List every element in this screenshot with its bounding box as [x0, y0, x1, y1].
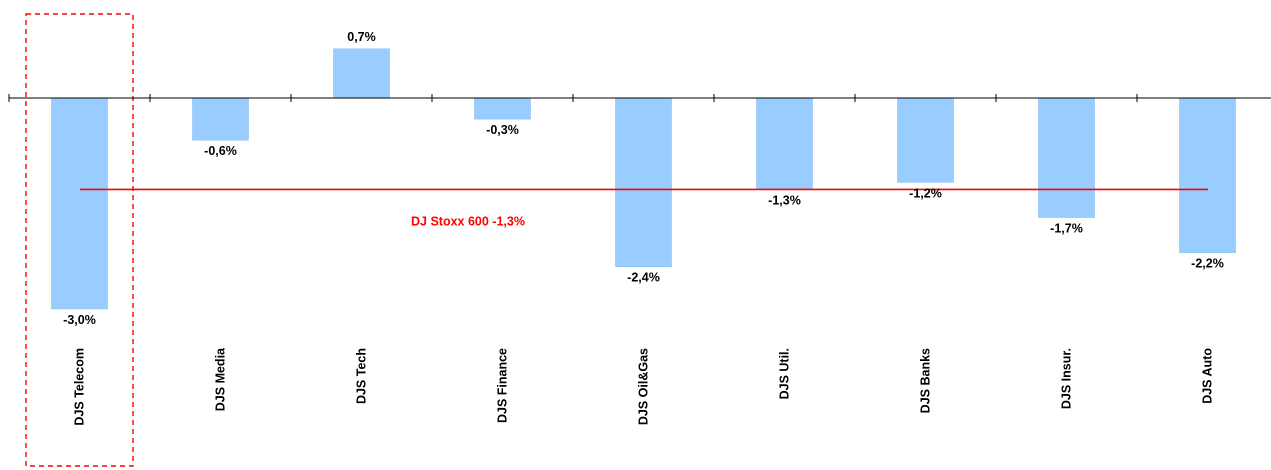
data-label: -2,2%	[1191, 257, 1224, 271]
category-label: DJS Tech	[355, 348, 369, 404]
bars-layer	[51, 48, 1236, 310]
bar	[1179, 97, 1236, 253]
data-label: -1,7%	[1050, 222, 1083, 236]
bar	[192, 97, 249, 141]
category-label: DJS Util.	[778, 348, 792, 399]
bar	[615, 97, 672, 268]
data-label: -3,0%	[63, 313, 96, 327]
axis-layer	[8, 94, 1271, 102]
bar	[897, 97, 954, 183]
bar	[756, 97, 813, 190]
category-label: DJS Insur.	[1060, 348, 1074, 409]
labels-layer: -3,0% DJS Telecom -0,6% DJS Media 0,7% DJS Te…	[63, 30, 1224, 426]
category-label: DJS Telecom	[73, 348, 87, 426]
data-label: -0,6%	[204, 144, 237, 158]
category-label: DJS Media	[214, 347, 228, 411]
reference-line-label: DJ Stoxx 600 -1,3%	[411, 214, 525, 228]
bar	[1038, 97, 1095, 218]
bar	[333, 48, 390, 99]
highlight-box	[25, 13, 134, 467]
data-label: -1,2%	[909, 186, 942, 200]
bar	[51, 97, 108, 310]
highlight-layer	[25, 13, 134, 467]
data-label: -1,3%	[768, 193, 801, 207]
category-label: DJS Oil&Gas	[637, 348, 651, 425]
category-label: DJS Finance	[496, 348, 510, 423]
data-label: 0,7%	[347, 30, 376, 44]
reference-line-layer: DJ Stoxx 600 -1,3%	[80, 188, 1208, 228]
bar	[474, 97, 531, 120]
category-label: DJS Auto	[1201, 348, 1215, 404]
data-label: -0,3%	[486, 123, 519, 137]
category-label: DJS Banks	[919, 348, 933, 413]
data-label: -2,4%	[627, 271, 660, 285]
